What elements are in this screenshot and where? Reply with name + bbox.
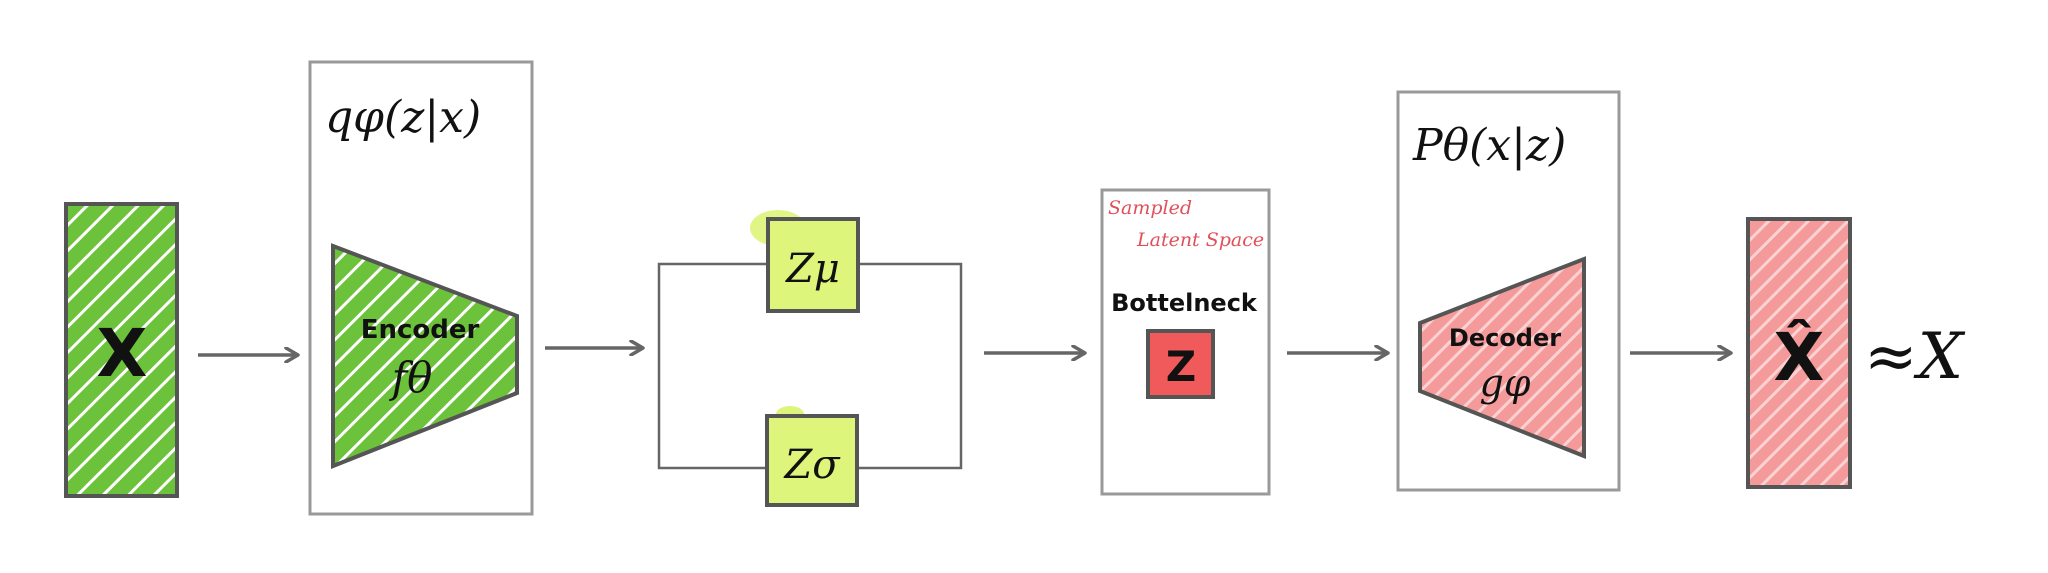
decoder-distribution-label: Pθ(x|z)	[1412, 120, 1566, 171]
bottleneck-box	[1100, 188, 1271, 496]
encoder-box	[308, 60, 534, 516]
bottleneck-block: Sampled Latent Space Bottelneck Z	[1100, 188, 1271, 496]
z-node	[1146, 329, 1215, 399]
sigma-node	[765, 414, 859, 507]
encoder-function: fθ	[389, 353, 433, 402]
mu-label: Zμ	[784, 246, 840, 292]
output-approx: ≈X	[1864, 320, 1966, 394]
decoder-function: gφ	[1480, 361, 1531, 405]
sigma-label: Zσ	[782, 442, 841, 488]
bottleneck-note-line1: Sampled	[1108, 197, 1192, 219]
encoder-name: Encoder	[361, 315, 480, 345]
latent-block: Zμ Zσ	[657, 210, 963, 507]
decoder-trapezoid	[1418, 256, 1586, 459]
mu-node	[766, 217, 860, 313]
z-label: Z	[1166, 342, 1196, 391]
decoder-name: Decoder	[1449, 324, 1561, 352]
decoder-box	[1396, 90, 1621, 492]
input-rect	[64, 202, 179, 498]
output-rect	[1746, 217, 1852, 489]
bottleneck-title: Bottelneck	[1111, 289, 1258, 317]
input-block: X	[64, 202, 179, 498]
bottleneck-note-line2: Latent Space	[1136, 229, 1264, 251]
decoder-block: Pθ(x|z) Decoder gφ	[1396, 90, 1621, 492]
encoder-block: qφ(z|x) Encoder fθ	[308, 60, 534, 516]
output-block: X̂ ≈X	[1746, 217, 1966, 489]
encoder-distribution-label: qφ(z|x)	[325, 92, 481, 143]
output-label: X̂	[1774, 318, 1825, 396]
encoder-trapezoid	[331, 243, 519, 469]
input-label: X	[97, 315, 148, 392]
